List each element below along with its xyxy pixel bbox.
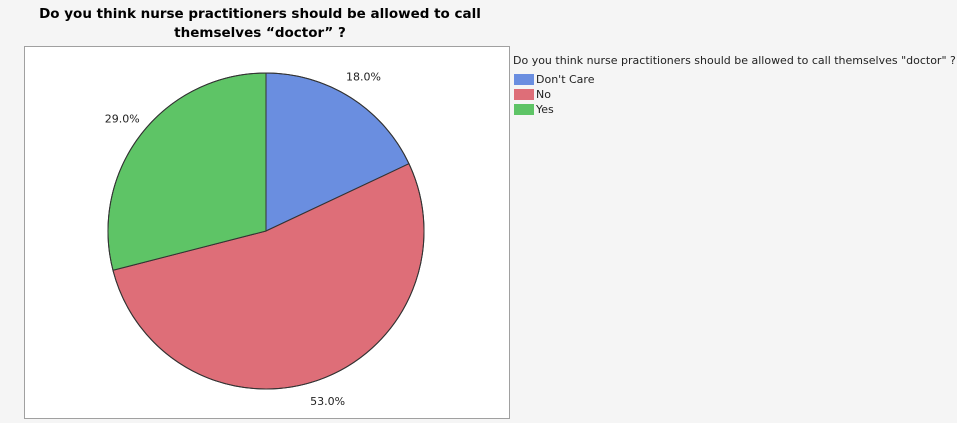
legend-swatch	[514, 104, 534, 115]
legend-label: Yes	[535, 103, 554, 116]
legend-label: Don't Care	[536, 73, 595, 86]
pie-outline	[107, 72, 425, 390]
legend-label: No	[536, 88, 551, 101]
chart-title: Do you think nurse practitioners should …	[39, 6, 481, 41]
legend-title: Do you think nurse practitioners should …	[513, 54, 956, 67]
slice-label: 53.0%	[310, 395, 345, 408]
slice-label: 29.0%	[105, 112, 140, 125]
legend-swatch	[514, 74, 534, 85]
legend-swatch	[514, 89, 534, 100]
slice-label: 18.0%	[346, 70, 381, 83]
